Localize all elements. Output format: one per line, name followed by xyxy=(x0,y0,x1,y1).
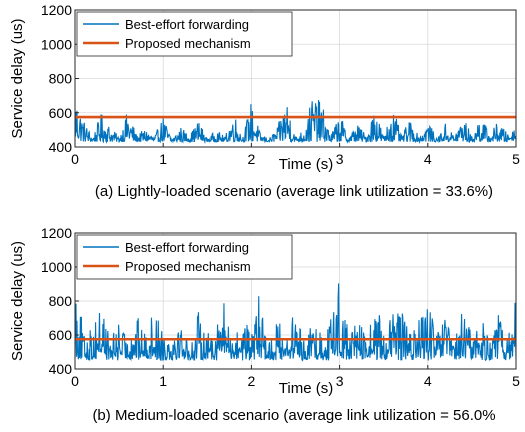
x-tick-label: 0 xyxy=(71,151,79,167)
x-tick-label: 3 xyxy=(336,373,344,389)
y-tick-label: 400 xyxy=(49,361,73,377)
x-tick-label: 5 xyxy=(512,151,520,167)
y-tick-label: 800 xyxy=(49,71,73,87)
legend-box xyxy=(76,11,293,57)
y-tick-label: 800 xyxy=(49,293,73,309)
x-tick-label: 1 xyxy=(159,151,167,167)
panel-a: 0 1 2 3 4 5 400 600 800 1000 1200 Time (s) Service d… xyxy=(9,2,520,200)
legend-label: Best-effort forwarding xyxy=(125,17,249,32)
y-tick-label: 600 xyxy=(49,105,73,121)
y-tick-label: 1000 xyxy=(41,36,72,52)
x-tick-label: 0 xyxy=(71,373,79,389)
series-best-effort-line xyxy=(74,100,517,145)
x-tick-label: 4 xyxy=(424,373,432,389)
legend-label: Proposed mechanism xyxy=(125,259,251,274)
panel-caption: (a) Lightly-loaded scenario (average lin… xyxy=(95,183,493,200)
x-tick-label: 3 xyxy=(336,151,344,167)
x-axis-label: Time (s) xyxy=(279,156,333,173)
series-best-effort-line xyxy=(74,283,517,362)
y-axis-label: Service delay (us) xyxy=(9,241,26,361)
y-tick-label: 400 xyxy=(49,139,73,155)
y-tick-label: 600 xyxy=(49,327,73,343)
y-tick-label: 1000 xyxy=(41,259,72,275)
x-axis-label: Time (s) xyxy=(279,380,333,397)
x-tick-label: 2 xyxy=(248,373,256,389)
y-tick-label: 1200 xyxy=(41,2,72,18)
y-axis-label: Service delay (us) xyxy=(9,18,26,138)
panel-caption: (b) Medium-loaded scenario (average link… xyxy=(92,407,495,424)
x-tick-label: 5 xyxy=(512,373,520,389)
panel-b: 0 1 2 3 4 5 400 600 800 1000 1200 Time (s) Service d… xyxy=(9,225,520,424)
legend-label: Best-effort forwarding xyxy=(125,240,249,255)
y-tick-label: 1200 xyxy=(41,225,72,241)
x-tick-label: 1 xyxy=(159,373,167,389)
x-tick-label: 4 xyxy=(424,151,432,167)
legend-box xyxy=(76,234,293,280)
legend-label: Proposed mechanism xyxy=(125,36,251,51)
x-tick-label: 2 xyxy=(248,151,256,167)
